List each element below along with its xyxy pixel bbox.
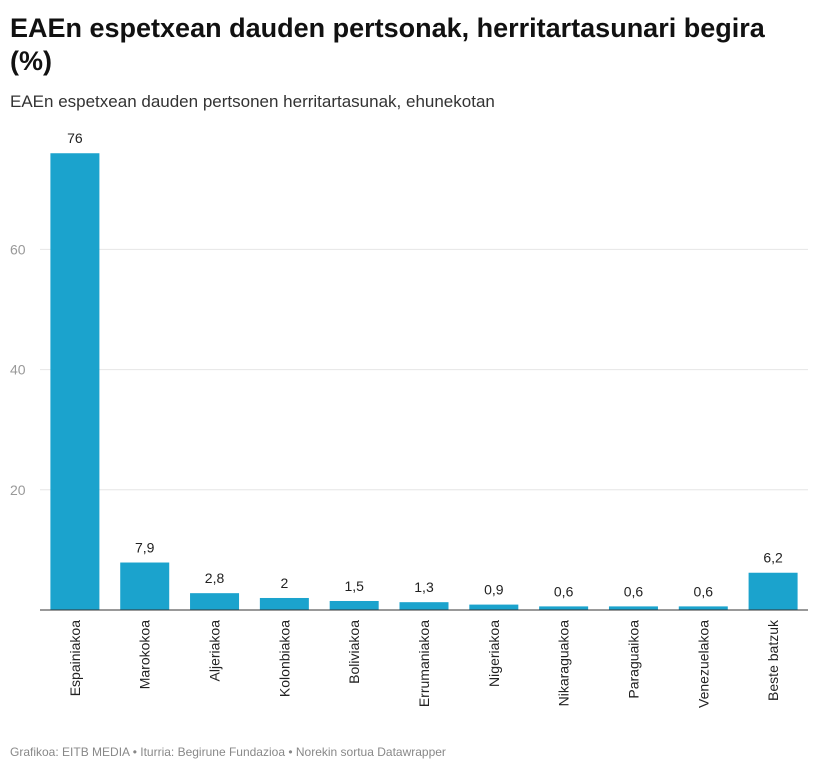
x-tick-label: Aljeriakoa	[207, 620, 223, 682]
data-label: 2	[280, 575, 288, 591]
chart-subtitle: EAEn espetxean dauden pertsonen herritar…	[10, 92, 495, 111]
data-label: 7,9	[135, 540, 155, 556]
y-tick-label: 60	[10, 241, 26, 257]
bar	[608, 606, 658, 610]
chart-title: EAEn espetxean dauden pertsonak, herrita…	[10, 13, 765, 76]
x-tick-label: Marokokoa	[137, 620, 153, 689]
bar	[539, 606, 589, 610]
bar	[748, 572, 798, 610]
data-label: 0,6	[694, 583, 714, 599]
x-tick-label: Beste batzuk	[765, 619, 781, 701]
y-tick-label: 20	[10, 482, 26, 498]
bar	[329, 600, 379, 610]
x-tick-label: Errumaniakoa	[416, 620, 432, 707]
bar	[399, 602, 449, 610]
data-label: 6,2	[763, 550, 783, 566]
data-label: 0,6	[554, 583, 574, 599]
data-label: 1,5	[344, 578, 364, 594]
bar	[678, 606, 728, 610]
data-label: 76	[67, 130, 83, 146]
bar	[469, 604, 519, 610]
chart-footer: Grafikoa: EITB MEDIA • Iturria: Begirune…	[10, 745, 446, 759]
bar	[259, 597, 309, 610]
x-tick-label: Nikaraguakoa	[556, 620, 572, 707]
data-label: 1,3	[414, 579, 434, 595]
x-tick-label: Espainiakoa	[67, 620, 83, 696]
bar	[50, 153, 100, 611]
bar	[190, 593, 240, 610]
data-label: 0,6	[624, 583, 644, 599]
data-label: 0,9	[484, 582, 504, 598]
x-tick-label: Kolonbiakoa	[276, 620, 292, 697]
x-tick-label: Boliviakoa	[346, 620, 362, 684]
x-tick-label: Paraguaikoa	[625, 620, 641, 699]
bar	[120, 562, 170, 610]
data-label: 2,8	[205, 570, 225, 586]
y-tick-label: 40	[10, 362, 26, 378]
x-tick-label: Nigeriakoa	[486, 620, 502, 687]
x-tick-label: Venezuelakoa	[695, 620, 711, 708]
bar-chart: 20 40 60 76 Espainiakoa 7,9 Marokokoa 2,8 Aljeri…	[10, 130, 808, 708]
